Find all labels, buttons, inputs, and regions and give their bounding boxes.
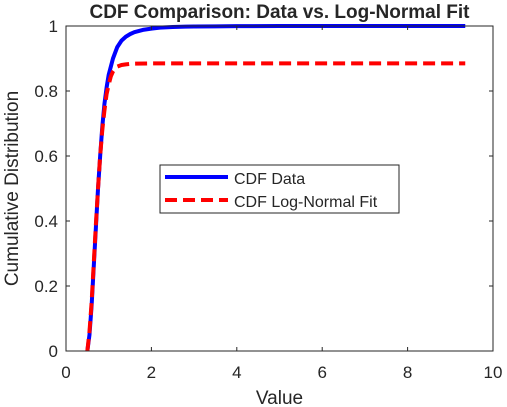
chart-title: CDF Comparison: Data vs. Log-Normal Fit (89, 2, 470, 23)
y-tick-label: 0.2 (34, 277, 58, 296)
y-tick-label: 0.4 (34, 212, 58, 231)
x-tick-label: 8 (403, 363, 412, 382)
y-axis-label: Cumulative Distribution (2, 91, 23, 286)
legend-box (159, 164, 400, 214)
x-tick-label: 4 (232, 363, 241, 382)
axes-box (65, 25, 494, 352)
y-tick-label: 1 (49, 17, 58, 36)
y-tick-label: 0.8 (34, 82, 58, 101)
series-line-cdf-lognormal-fit (85, 61, 466, 352)
legend-label-cdf-data: CDF Data (234, 171, 305, 188)
x-tick-label: 6 (317, 363, 326, 382)
y-ticks: 0 0.2 0.4 0.6 0.8 1 (34, 17, 493, 361)
legend: CDF Data CDF Log-Normal Fit (159, 164, 400, 214)
x-ticks: 0 2 4 6 8 10 (61, 26, 502, 382)
x-tick-label: 2 (147, 363, 156, 382)
y-tick-label: 0.6 (34, 147, 58, 166)
y-tick-label: 0 (49, 342, 58, 361)
x-tick-label: 10 (484, 363, 503, 382)
x-tick-label: 0 (61, 363, 70, 382)
x-axis-label: Value (256, 388, 303, 407)
legend-label-cdf-lognormal-fit: CDF Log-Normal Fit (234, 194, 378, 211)
